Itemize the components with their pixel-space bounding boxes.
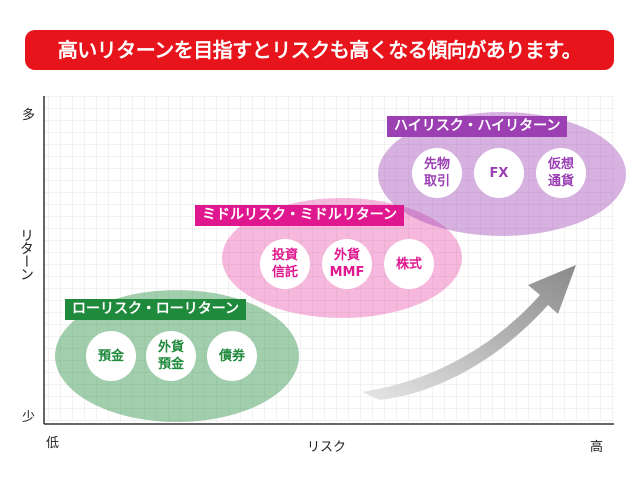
foreign-mmf-bubble: 外貨 MMF	[322, 239, 372, 289]
trend-arrow	[362, 265, 576, 400]
foreign-deposit-bubble: 外貨 預金	[146, 331, 196, 381]
stocks-bubble: 株式	[384, 239, 434, 289]
y-high-label: 多	[22, 108, 36, 123]
x-axis-title: リスク	[307, 440, 347, 455]
mid-risk-title: ミドルリスク・ミドルリターン	[195, 205, 405, 226]
x-high-label: 高	[590, 440, 604, 455]
low-risk-title: ローリスク・ローリターン	[65, 299, 247, 320]
futures-bubble: 先物 取引	[412, 148, 462, 198]
headline-banner: 高いリターンを目指すとリスクも高くなる傾向があります。	[25, 30, 614, 70]
y-axis-title: リターン	[18, 228, 34, 280]
fx-bubble: FX	[474, 148, 524, 198]
bond-bubble: 債券	[207, 331, 257, 381]
y-low-label: 少	[22, 410, 36, 425]
high-risk-title: ハイリスク・ハイリターン	[387, 116, 568, 137]
crypto-bubble: 仮想 通貨	[536, 148, 586, 198]
investment-trust-bubble: 投資 信託	[260, 239, 310, 289]
deposit-bubble: 預金	[86, 331, 136, 381]
x-low-label: 低	[46, 436, 60, 451]
